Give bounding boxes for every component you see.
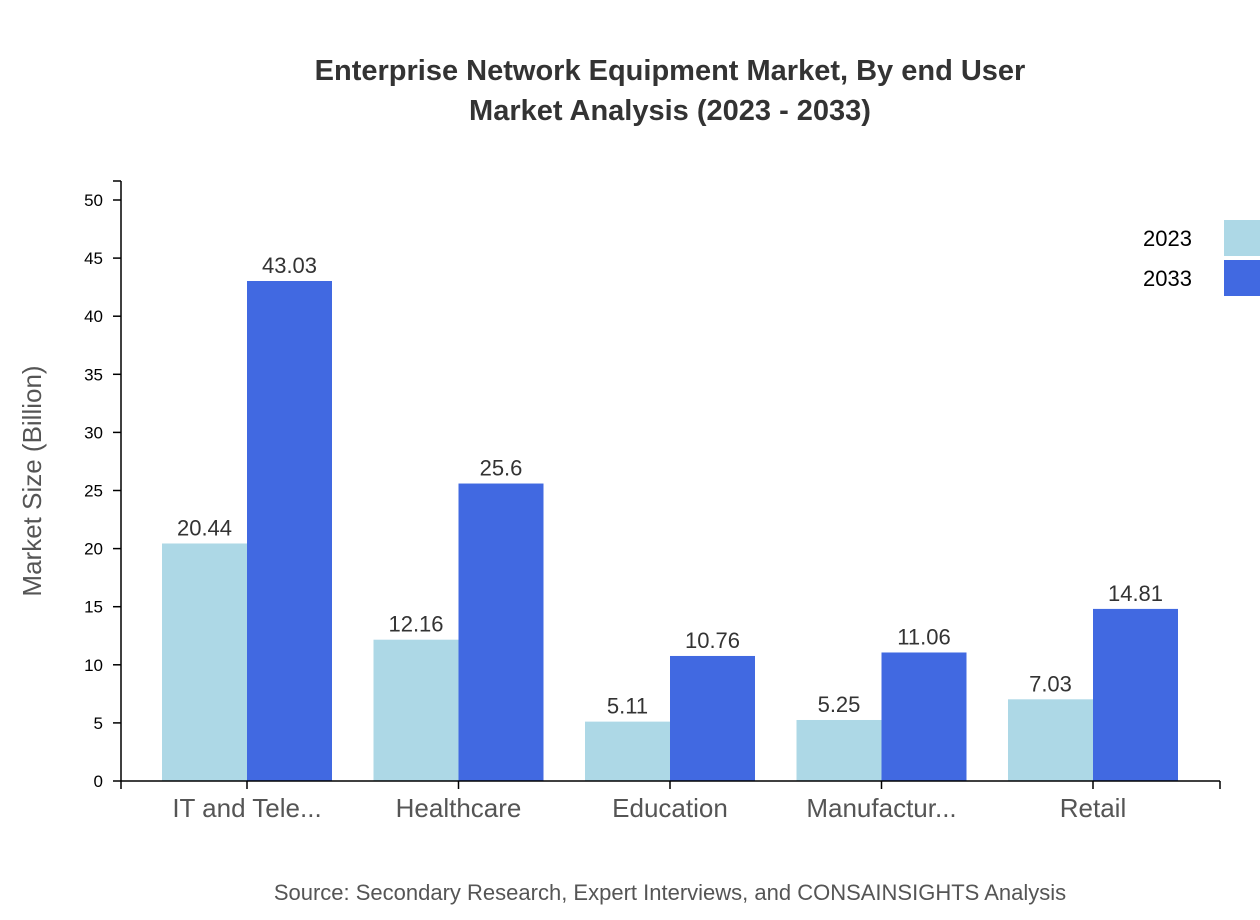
y-tick-label: 0 [94,772,103,791]
x-tick-label: Manufactur... [806,793,956,823]
source-note: Source: Secondary Research, Expert Inter… [274,880,1066,905]
legend-label-2033: 2033 [1143,266,1192,291]
y-tick-label: 45 [84,249,103,268]
y-tick-label: 5 [94,714,103,733]
bar-2023-1 [373,639,459,781]
data-label: 7.03 [1029,671,1072,696]
x-tick-label: Education [612,793,728,823]
data-label: 25.6 [480,456,523,481]
x-tick-label: Retail [1060,793,1126,823]
y-tick-label: 40 [84,307,103,326]
y-axis-label: Market Size (Billion) [17,365,47,596]
y-tick-label: 15 [84,598,103,617]
legend-swatch-2033 [1224,260,1260,296]
bar-2023-0 [162,543,247,781]
bar-2033-2 [670,655,755,781]
legend-swatch-2023 [1224,220,1260,256]
legend-label-2023: 2023 [1143,226,1192,251]
bar-2023-3 [796,719,882,781]
chart-title: Enterprise Network Equipment Market, By … [315,55,1026,87]
data-label: 5.25 [818,692,861,717]
data-label: 12.16 [388,612,443,637]
x-tick-label: Healthcare [396,793,522,823]
data-label: 20.44 [177,515,232,540]
y-tick-label: 20 [84,540,103,559]
data-label: 14.81 [1108,581,1163,606]
y-tick-label: 50 [84,191,103,210]
y-tick-label: 30 [84,423,103,442]
bar-2023-4 [1008,699,1093,781]
y-tick-label: 35 [84,365,103,384]
data-label: 5.11 [607,694,648,719]
data-label: 43.03 [262,253,317,278]
data-label: 10.76 [685,628,740,653]
chart-subtitle: Market Analysis (2023 - 2033) [469,95,871,127]
bar-2033-3 [881,652,967,781]
bar-2033-4 [1093,608,1178,781]
data-label: 11.06 [897,624,950,649]
y-tick-label: 25 [84,482,103,501]
x-tick-label: IT and Tele... [172,793,321,823]
bar-2033-0 [247,280,332,781]
bar-2033-1 [458,483,544,781]
y-tick-label: 10 [84,656,103,675]
bar-2023-2 [585,721,670,781]
